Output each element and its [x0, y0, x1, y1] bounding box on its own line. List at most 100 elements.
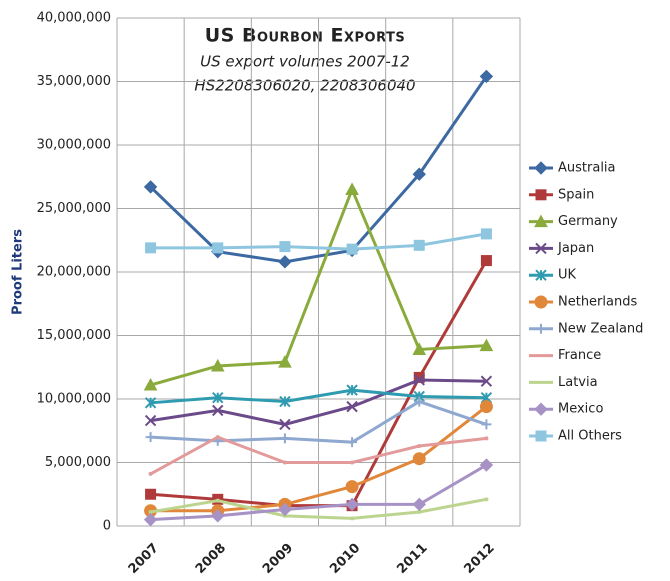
legend-marker [535, 269, 547, 281]
data-point [212, 392, 224, 404]
y-tick-label: 30,000,000 [37, 138, 111, 153]
data-point [417, 443, 422, 448]
data-point [412, 497, 426, 512]
data-point [143, 180, 158, 194]
series-line [150, 388, 487, 405]
y-tick-label: 25,000,000 [37, 201, 111, 216]
series-line [149, 435, 487, 476]
data-point [346, 400, 358, 413]
legend-marker [534, 295, 548, 309]
legend-label: UK [558, 268, 577, 283]
data-point [412, 167, 426, 181]
data-point [144, 397, 157, 409]
data-point [480, 228, 492, 240]
legend-label: All Others [558, 429, 622, 444]
x-tick-label: 2008 [193, 541, 229, 577]
data-point [279, 418, 291, 431]
legend-marker [534, 161, 548, 175]
data-point [346, 243, 358, 255]
legend-label: Netherlands [558, 295, 637, 310]
y-tick-label: 35,000,000 [37, 74, 111, 89]
data-point [279, 241, 291, 253]
data-point [211, 509, 225, 523]
data-point [413, 371, 425, 383]
y-tick-label: 10,000,000 [37, 392, 111, 407]
data-point [479, 69, 494, 84]
series-line [150, 378, 487, 426]
data-point [278, 502, 292, 517]
data-point [212, 242, 224, 254]
data-point [145, 432, 156, 443]
data-point [145, 488, 157, 500]
data-point [484, 497, 489, 502]
legend-label: Spain [558, 187, 594, 202]
x-tick-label: 2010 [327, 541, 363, 577]
legend-label: Latvia [558, 375, 598, 390]
data-point [345, 182, 359, 195]
y-tick-label: 5,000,000 [45, 455, 111, 470]
legend-marker [534, 214, 548, 228]
legend-label: Australia [558, 161, 616, 176]
data-point [480, 375, 493, 387]
legend-marker [535, 242, 547, 255]
legend-marker [535, 189, 547, 201]
data-point [350, 516, 355, 521]
series-line [150, 463, 488, 522]
legend-label: Mexico [558, 402, 603, 417]
chart-subtitle: HS2208306020, 2208306040 [194, 77, 415, 95]
data-point [215, 498, 220, 503]
legend-marker [536, 323, 546, 334]
series-line [150, 497, 487, 520]
y-tick-label: 15,000,000 [37, 328, 111, 343]
data-point [212, 404, 224, 417]
legend-marker [535, 430, 547, 442]
data-point [479, 400, 493, 414]
y-axis-label: Proof Liters [11, 229, 26, 315]
data-point [347, 437, 358, 448]
x-tick-label: 2012 [462, 541, 498, 577]
data-point [143, 512, 158, 527]
legend-label: New Zealand [558, 321, 643, 336]
data-point [413, 239, 425, 251]
y-tick-label: 0 [103, 519, 111, 534]
data-point [144, 414, 157, 427]
series-line [150, 399, 487, 444]
legend-marker [534, 402, 548, 416]
data-point [278, 255, 292, 269]
series-line [150, 185, 487, 387]
data-point [484, 436, 489, 441]
data-point [413, 374, 425, 386]
data-point [215, 435, 220, 440]
data-point [480, 255, 492, 267]
data-point [279, 433, 290, 444]
data-point [278, 355, 292, 368]
series-line [150, 232, 487, 251]
data-point [145, 242, 157, 254]
x-tick-label: 2011 [394, 541, 430, 577]
data-point [345, 480, 359, 494]
chart-subtitle: US export volumes 2007-12 [200, 53, 410, 71]
chart-title: US Bourbon Exports [205, 25, 406, 47]
data-point [279, 395, 291, 408]
data-point [479, 338, 494, 352]
data-point [345, 497, 359, 512]
data-point [143, 377, 158, 391]
data-point [350, 460, 355, 465]
data-point [282, 460, 287, 465]
data-point [412, 342, 427, 355]
legend-label: France [558, 348, 601, 363]
x-tick-label: 2007 [126, 541, 162, 577]
data-point [481, 419, 492, 430]
legend-label: Japan [557, 241, 594, 256]
y-tick-label: 40,000,000 [37, 11, 111, 26]
legend-label: Germany [558, 214, 618, 229]
y-tick-label: 20,000,000 [37, 265, 111, 280]
data-point [479, 458, 494, 472]
data-point [210, 358, 225, 372]
x-tick-label: 2009 [260, 541, 296, 577]
data-point [346, 384, 358, 396]
series-line [150, 405, 488, 513]
series-line [149, 75, 488, 264]
data-point [148, 471, 153, 476]
